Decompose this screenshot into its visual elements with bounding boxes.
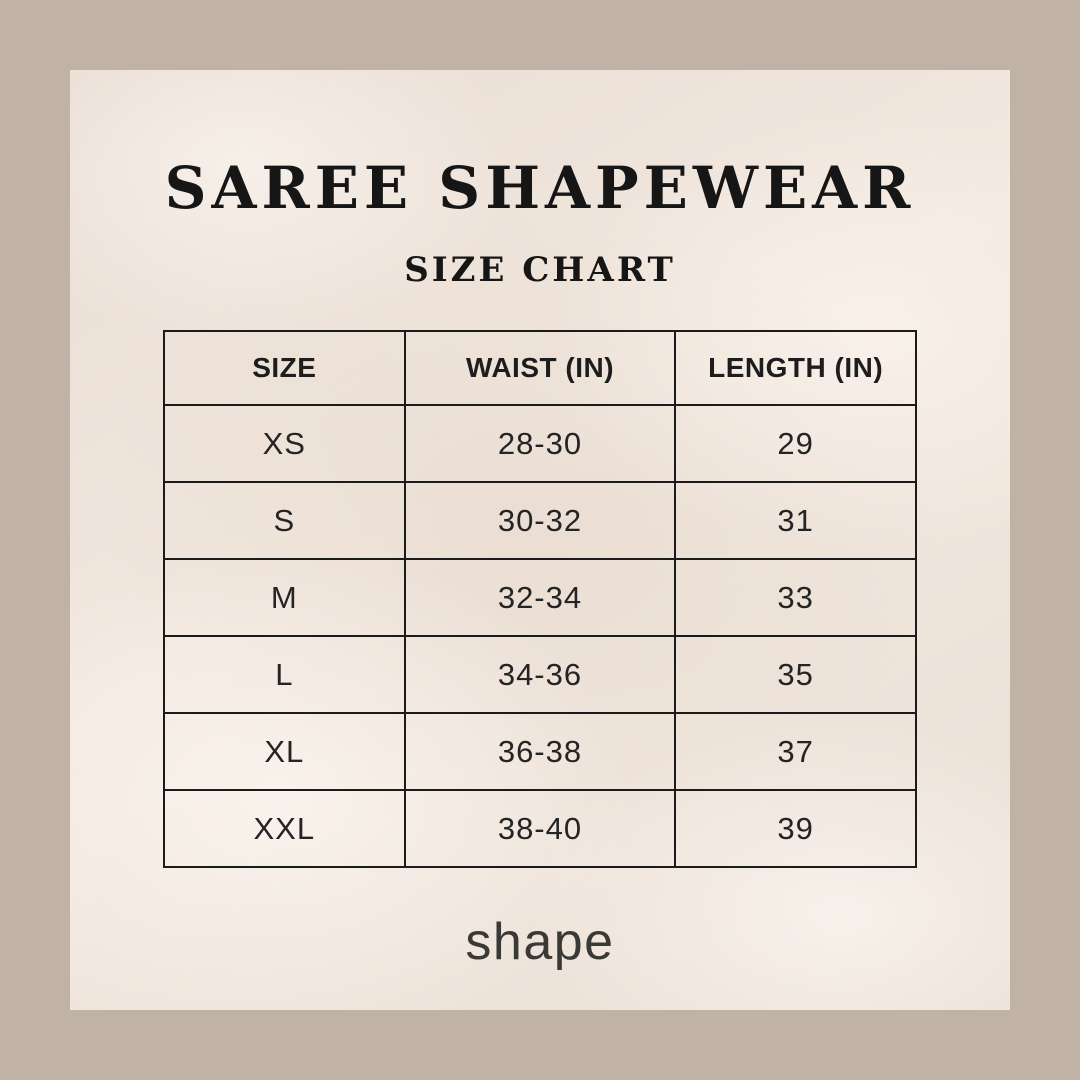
cell-waist: 38-40 bbox=[403, 789, 677, 868]
cell-waist: 30-32 bbox=[403, 481, 677, 560]
cell-length: 31 bbox=[674, 481, 917, 560]
content-panel: SAREE SHAPEWEAR SIZE CHART SIZE WAIST (I… bbox=[70, 70, 1010, 1010]
cell-length: 33 bbox=[674, 558, 917, 637]
header-length: LENGTH (IN) bbox=[674, 330, 917, 406]
cell-size: XXL bbox=[163, 789, 406, 868]
header-size: SIZE bbox=[163, 330, 406, 406]
page-subtitle: SIZE CHART bbox=[404, 250, 676, 290]
cell-waist: 34-36 bbox=[403, 635, 677, 714]
table-row: L 34-36 35 bbox=[163, 635, 917, 714]
table-row: M 32-34 33 bbox=[163, 558, 917, 637]
cell-waist: 28-30 bbox=[403, 404, 677, 483]
table-row: XL 36-38 37 bbox=[163, 712, 917, 791]
cell-waist: 36-38 bbox=[403, 712, 677, 791]
cell-length: 39 bbox=[674, 789, 917, 868]
table-row: XXL 38-40 39 bbox=[163, 789, 917, 868]
cell-size: XL bbox=[163, 712, 406, 791]
cell-length: 37 bbox=[674, 712, 917, 791]
header-waist: WAIST (IN) bbox=[403, 330, 677, 406]
cell-length: 35 bbox=[674, 635, 917, 714]
cell-waist: 32-34 bbox=[403, 558, 677, 637]
table-row: S 30-32 31 bbox=[163, 481, 917, 560]
brand-logo: shape bbox=[465, 913, 615, 971]
size-chart-table: SIZE WAIST (IN) LENGTH (IN) XS 28-30 29 … bbox=[163, 330, 917, 868]
cell-size: L bbox=[163, 635, 406, 714]
cell-size: XS bbox=[163, 404, 406, 483]
table-row: XS 28-30 29 bbox=[163, 404, 917, 483]
cell-size: M bbox=[163, 558, 406, 637]
page-title: SAREE SHAPEWEAR bbox=[164, 154, 916, 222]
cell-length: 29 bbox=[674, 404, 917, 483]
table-header-row: SIZE WAIST (IN) LENGTH (IN) bbox=[163, 330, 917, 406]
cell-size: S bbox=[163, 481, 406, 560]
